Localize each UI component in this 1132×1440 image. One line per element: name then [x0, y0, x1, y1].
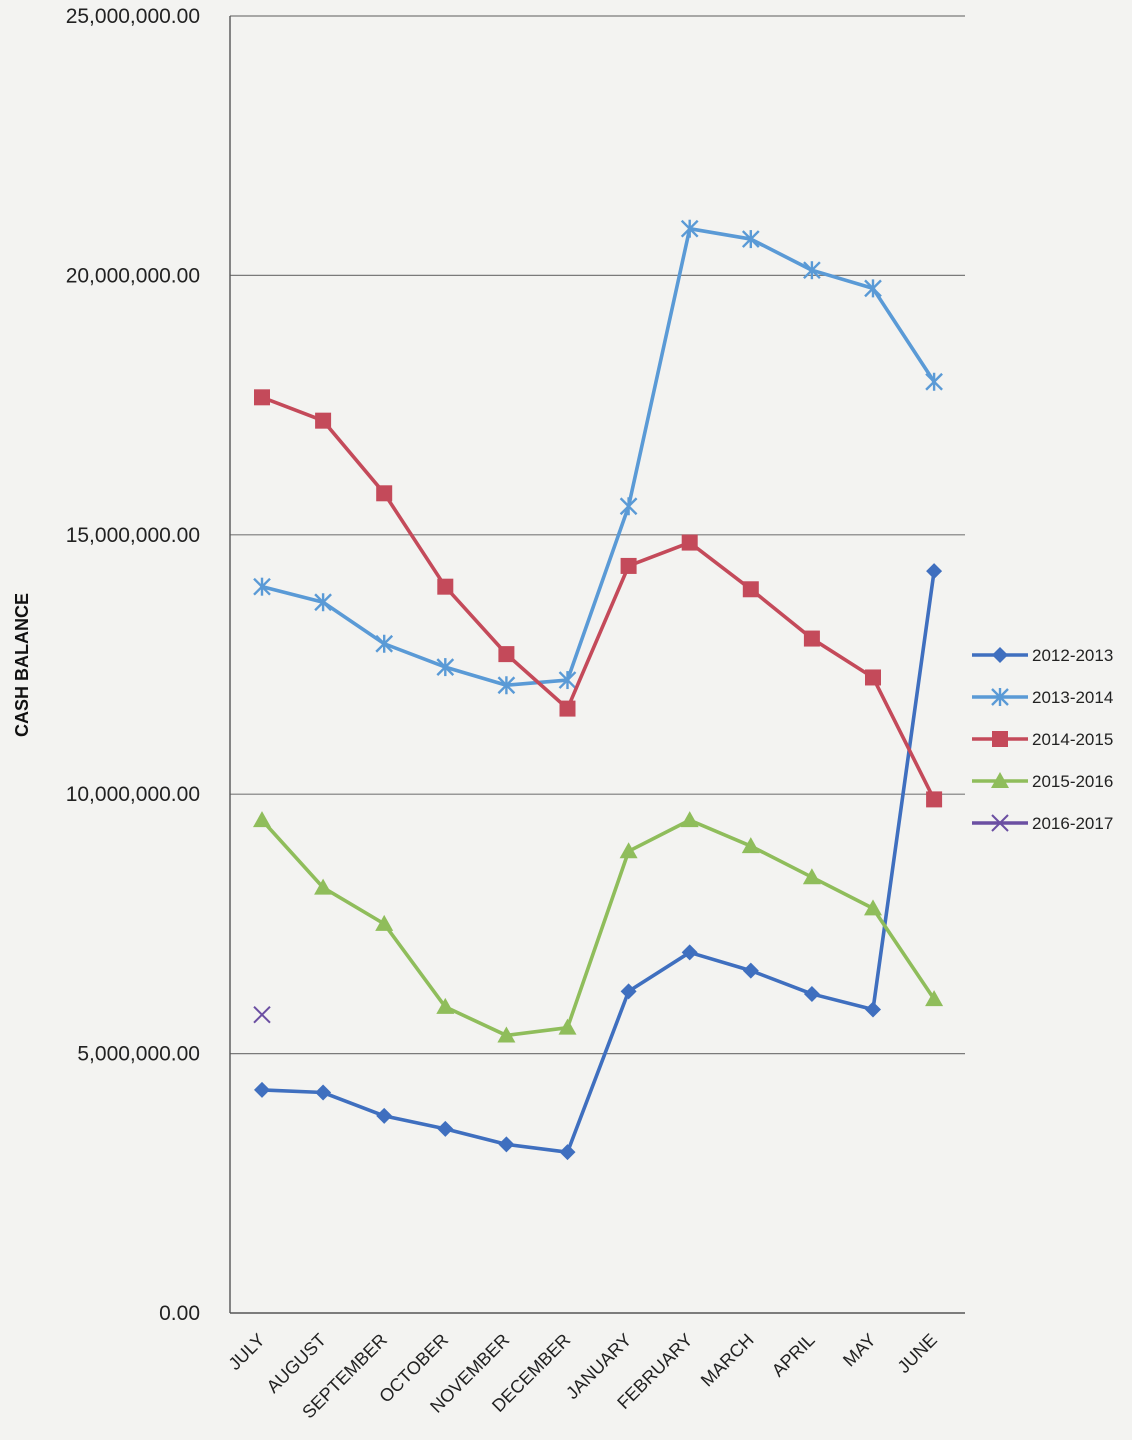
x-tick-label: MAY — [839, 1330, 880, 1371]
y-tick-label: 25,000,000.00 — [66, 5, 200, 28]
legend-label: 2014-2015 — [1032, 730, 1113, 749]
data-point-2014-2015 — [865, 669, 881, 686]
gridlines — [230, 15, 965, 1055]
legend-label: 2012-2013 — [1032, 646, 1113, 665]
legend-item-2013-2014: 2013-2014 — [972, 688, 1113, 707]
data-point-2013-2014 — [375, 634, 394, 653]
data-point-2015-2016 — [619, 842, 638, 859]
data-point-2014-2015 — [803, 630, 820, 647]
data-point-2012-2013 — [620, 983, 637, 1000]
data-point-2014-2015 — [681, 534, 698, 551]
data-point-2013-2014 — [253, 577, 271, 596]
data-point-2012-2013 — [559, 1144, 576, 1161]
data-point-2013-2014 — [436, 658, 455, 677]
data-point-2014-2015 — [498, 646, 515, 663]
series-2016-2017 — [253, 1005, 271, 1024]
series-line-2013-2014 — [260, 226, 936, 688]
data-point-2014-2015 — [437, 578, 454, 595]
data-point-2013-2014 — [558, 671, 577, 690]
data-point-2015-2016 — [680, 811, 699, 828]
data-point-2014-2015 — [620, 557, 637, 574]
data-point-2012-2013 — [865, 1001, 881, 1018]
series-2014-2015 — [254, 389, 943, 808]
data-point-2012-2013 — [803, 985, 820, 1002]
data-point-2012-2013 — [742, 962, 759, 979]
series-line-2012-2013 — [260, 569, 936, 1154]
legend: 2012-2013 2013-2014 2014-2015 2015-2016 2016… — [972, 646, 1113, 833]
data-point-2015-2016 — [436, 997, 455, 1014]
x-tick-label: APRIL — [768, 1330, 819, 1381]
legend-item-2016-2017: 2016-2017 — [972, 814, 1113, 833]
data-point-2015-2016 — [925, 990, 944, 1007]
data-point-2013-2014 — [803, 261, 821, 280]
data-point-2014-2015 — [926, 791, 943, 808]
legend-marker — [992, 731, 1008, 747]
series-2015-2016 — [253, 811, 944, 1043]
series-2013-2014 — [253, 219, 943, 695]
legend-item-2015-2016: 2015-2016 — [972, 772, 1113, 791]
data-point-2015-2016 — [802, 868, 821, 885]
y-tick-label: 0.00 — [159, 1302, 200, 1325]
data-point-2013-2014 — [619, 497, 638, 516]
legend-item-2014-2015: 2014-2015 — [972, 730, 1113, 749]
legend-label: 2016-2017 — [1032, 814, 1113, 833]
data-point-2012-2013 — [926, 563, 943, 580]
data-point-2012-2013 — [437, 1120, 454, 1137]
data-point-2014-2015 — [376, 485, 393, 502]
series-lines — [253, 219, 944, 1161]
data-point-2014-2015 — [559, 700, 576, 717]
data-point-2014-2015 — [254, 389, 270, 406]
data-point-2015-2016 — [497, 1026, 516, 1043]
data-point-2014-2015 — [742, 581, 759, 598]
data-point-2012-2013 — [498, 1136, 515, 1153]
x-tick-label: JUNE — [894, 1330, 941, 1377]
legend-label: 2015-2016 — [1032, 772, 1113, 791]
legend-marker — [991, 772, 1009, 788]
legend-label: 2013-2014 — [1032, 688, 1113, 707]
legend-item-2012-2013: 2012-2013 — [972, 646, 1113, 665]
data-point-2016-2017 — [253, 1005, 271, 1024]
data-point-2015-2016 — [558, 1018, 577, 1035]
data-point-2013-2014 — [497, 676, 516, 695]
data-point-2013-2014 — [741, 230, 760, 249]
axes: 0.00 5,000,000.00 10,000,000.00 15,000,000.… — [66, 5, 965, 1422]
y-axis-title: CASH BALANCE — [12, 593, 32, 737]
data-point-2013-2014 — [925, 372, 943, 391]
legend-marker — [991, 814, 1009, 832]
legend-marker — [991, 688, 1009, 706]
data-point-2012-2013 — [254, 1081, 270, 1098]
series-line-2015-2016 — [260, 818, 936, 1038]
x-tick-label: JULY — [225, 1330, 269, 1374]
data-point-2012-2013 — [681, 944, 698, 961]
data-point-2015-2016 — [314, 878, 333, 895]
data-point-2013-2014 — [864, 279, 882, 298]
legend-marker — [992, 647, 1008, 663]
y-tick-label: 15,000,000.00 — [66, 524, 200, 547]
y-tick-label: 20,000,000.00 — [66, 264, 200, 287]
data-point-2012-2013 — [315, 1084, 332, 1101]
data-point-2015-2016 — [375, 914, 394, 931]
y-tick-label: 10,000,000.00 — [66, 783, 200, 806]
data-point-2014-2015 — [315, 412, 332, 429]
series-line-2014-2015 — [260, 395, 936, 802]
data-point-2015-2016 — [741, 837, 760, 854]
y-tick-label: 5,000,000.00 — [77, 1043, 200, 1066]
data-point-2015-2016 — [864, 899, 882, 916]
data-point-2013-2014 — [680, 219, 699, 238]
data-point-2015-2016 — [253, 811, 271, 828]
data-point-2012-2013 — [376, 1107, 393, 1124]
data-point-2013-2014 — [314, 593, 332, 612]
series-2012-2013 — [254, 563, 943, 1161]
x-tick-label: MARCH — [697, 1330, 758, 1391]
